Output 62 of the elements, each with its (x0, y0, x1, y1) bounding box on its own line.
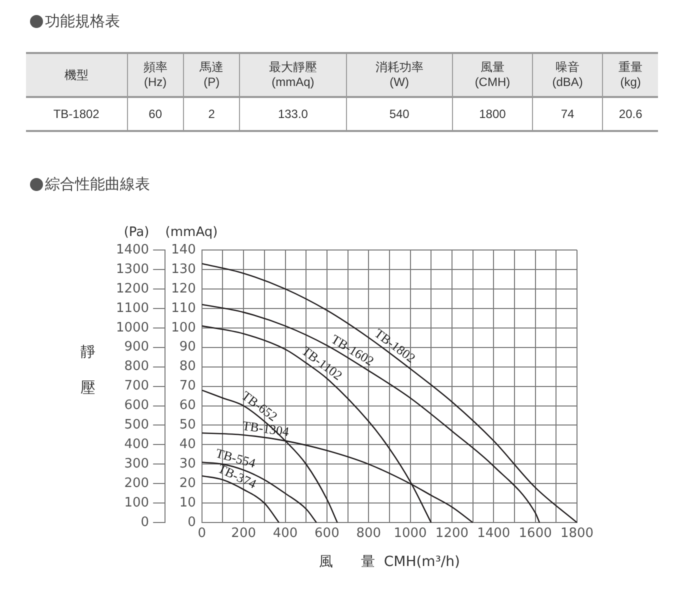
y2-tick-label: 500 (124, 418, 150, 433)
y-tick-label: 130 (171, 262, 196, 277)
x-tick-label: 400 (272, 526, 298, 541)
text: 重量 (kg) (602, 53, 658, 97)
y2-tick-label: 600 (124, 398, 150, 414)
y2-tick-label: 700 (124, 378, 150, 394)
y-tick-label: 0 (188, 514, 196, 530)
x-axis-title: 風 量 CMH(m³/h) (318, 554, 460, 570)
text: 風量 (CMH) (452, 53, 532, 97)
y2-tick-label: 1200 (116, 281, 150, 296)
x-tick-label: 1200 (435, 526, 469, 541)
x-tick-label: 1000 (394, 526, 427, 541)
y-tick-label: 10 (179, 496, 196, 511)
x-tick-label: 600 (314, 526, 340, 541)
y-tick-label: 60 (179, 398, 196, 414)
text: 20.6 (602, 97, 658, 131)
y-tick-label: 50 (179, 418, 196, 433)
x-tick-label: 800 (356, 526, 382, 541)
y-tick-label: 90 (179, 340, 196, 355)
x-tick-label: 1600 (518, 526, 552, 541)
y2-tick-label: 900 (124, 340, 150, 355)
text: 最大靜壓 (mmAq) (240, 53, 346, 97)
x-tick-label: 1800 (560, 526, 594, 541)
text: 1800 (452, 97, 532, 131)
y2-tick-label: 1400 (116, 242, 150, 258)
y2-axis-title: (Pa) (124, 225, 150, 240)
text: 540 (346, 97, 453, 131)
chart-title: 綜合性能曲線表 (45, 175, 150, 194)
y2-tick-label: 400 (124, 437, 150, 452)
y-tick-label: 70 (179, 378, 196, 394)
line-series (202, 304, 540, 523)
text: 74 (532, 97, 603, 131)
y2-tick-label: 1300 (116, 262, 150, 277)
text: 頻率 (Hz) (127, 53, 184, 97)
y2-tick-label: 200 (124, 476, 150, 492)
y-tick-label: 120 (171, 281, 196, 296)
y2-tick-label: 100 (124, 496, 150, 511)
y2-tick-label: 800 (124, 359, 150, 374)
y-tick-label: 110 (171, 300, 196, 316)
text: 133.0 (240, 97, 346, 131)
x-tick-label: 0 (198, 526, 206, 541)
x-tick-label: 200 (231, 526, 256, 541)
y-tick-label: 20 (179, 476, 196, 492)
y-tick-label: 100 (171, 320, 196, 336)
y-tick-label: 40 (179, 437, 196, 452)
text: 2 (184, 97, 240, 131)
text: 機型 (26, 53, 128, 97)
y-tick-label: 30 (179, 456, 196, 472)
text: 消耗功率 (W) (346, 53, 453, 97)
text: 靜壓 (80, 342, 96, 396)
text: 馬達 (P) (184, 53, 240, 97)
text: TB-1802 (26, 97, 128, 131)
y2-tick-label: 0 (140, 514, 150, 530)
text: 噪音 (dBA) (532, 53, 603, 97)
y-tick-label: 140 (171, 242, 196, 258)
text: 功能規格表 (45, 12, 120, 31)
y2-tick-label: 300 (124, 456, 150, 472)
y2-tick-label: 1100 (116, 300, 150, 316)
x-tick-label: 1400 (477, 526, 510, 541)
y-tick-label: 80 (179, 359, 196, 374)
y2-tick-label: 1000 (116, 320, 150, 336)
y-axis-title: (mmAq) (165, 225, 218, 240)
